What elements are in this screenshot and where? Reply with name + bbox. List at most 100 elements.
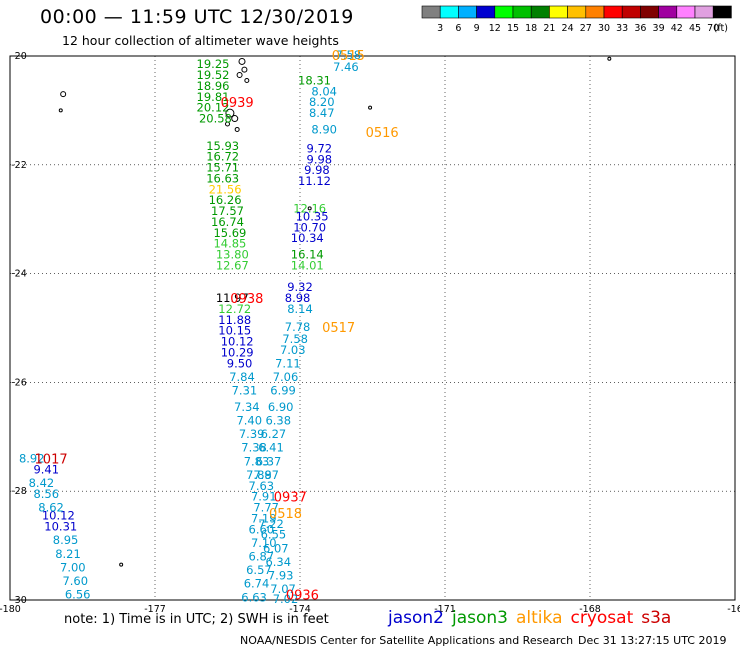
- pass-time-label: 0936: [286, 589, 319, 604]
- wave-height-label: 8.92: [19, 452, 45, 466]
- wave-height-label: 16.72: [206, 150, 239, 164]
- wave-height-label: 8.04: [311, 84, 337, 98]
- wave-height-label: 9.32: [287, 280, 313, 294]
- mission-legend-cryosat: cryosat: [570, 608, 634, 628]
- island-outline: [241, 66, 248, 73]
- colorbar-tick-label: 6: [455, 23, 461, 34]
- wave-height-label: 12.72: [218, 302, 251, 316]
- colorbar-swatch: [676, 5, 696, 19]
- wave-height-label: 7.46: [333, 60, 359, 74]
- footnote: note: 1) Time is in UTC; 2) SWH is in fe…: [64, 612, 329, 627]
- wave-height-label: 6.38: [265, 413, 291, 427]
- island-outline: [231, 115, 239, 123]
- colorbar-swatch: [421, 5, 441, 19]
- wave-height-label: 18.31: [298, 73, 331, 87]
- wave-height-label: 10.12: [42, 509, 75, 523]
- wave-height-label: 7.83: [244, 454, 270, 468]
- wave-height-label: 6.90: [268, 400, 294, 414]
- wave-height-label: 7.89: [246, 468, 272, 482]
- wave-height-label: 11.12: [298, 174, 331, 188]
- wave-height-label: 7.07: [270, 582, 296, 596]
- wave-height-label: 11.97: [216, 291, 249, 305]
- wave-height-label: 6.60: [249, 522, 275, 536]
- wave-height-label: 9.41: [33, 462, 59, 476]
- colorbar-tick-label: 24: [562, 23, 574, 34]
- wave-height-label: 12.16: [293, 201, 326, 215]
- wave-height-label: 10.70: [293, 220, 326, 234]
- island-outline: [244, 77, 250, 83]
- wave-height-label: 7.58: [336, 48, 362, 62]
- wave-height-label: 8.98: [285, 291, 311, 305]
- wave-height-label: 6.27: [261, 427, 287, 441]
- wave-height-label: 8.56: [33, 487, 59, 501]
- pass-time-label: 0939: [221, 96, 254, 111]
- wave-height-label: 10.12: [221, 335, 254, 349]
- island-outline: [58, 108, 63, 113]
- map-frame: -180 -177 -174 -171 -168 -16 -20 -22 -24 -26 -28 -3…: [0, 51, 740, 615]
- wave-height-label: 7.10: [251, 536, 277, 550]
- wave-height-label: 19.25: [197, 57, 230, 71]
- longitude-tick-label: -180: [0, 604, 21, 615]
- island-outline: [607, 56, 612, 61]
- wave-height-label: 7.19: [251, 511, 277, 525]
- map-title: 00:00 — 11:59 UTC 12/30/2019: [40, 6, 354, 28]
- wave-height-label: 7.40: [236, 413, 262, 427]
- pass-time-label: 0515: [332, 49, 365, 64]
- wave-height-label: 7.06: [273, 370, 299, 384]
- wave-height-label: 7.60: [62, 574, 88, 588]
- colorbar-tick-label: 9: [474, 23, 480, 34]
- wave-height-label: 8.42: [29, 476, 55, 490]
- wave-height-label: 6.55: [261, 528, 287, 542]
- colorbar-tick-label: 33: [616, 23, 628, 34]
- longitude-tick-label: -174: [289, 604, 311, 615]
- island-outline: [307, 206, 312, 211]
- colorbar-swatch: [476, 5, 496, 19]
- wave-height-label: 8.90: [311, 122, 337, 136]
- plot-border: [9, 55, 736, 601]
- longitude-tick-label: -16: [727, 604, 740, 615]
- colorbar-swatch: [530, 5, 550, 19]
- wave-height-label: 7.31: [232, 384, 258, 398]
- colorbar-unit: (ft): [714, 23, 728, 34]
- wave-height-label: 7.38: [241, 441, 267, 455]
- wave-height-label: 15.69: [213, 226, 246, 240]
- colorbar-swatch: [585, 5, 605, 19]
- longitude-tick-label: -171: [434, 604, 456, 615]
- colorbar-tick-label: 42: [671, 23, 683, 34]
- colorbar-tick-label: 21: [543, 23, 555, 34]
- wave-height-label: 16.14: [291, 248, 324, 262]
- colorbar-swatch: [512, 5, 532, 19]
- wave-height-label: 6.99: [270, 384, 296, 398]
- wave-height-label: 7.58: [282, 332, 308, 346]
- wave-height-label: 20.58: [199, 112, 232, 126]
- wave-height-label: 9.50: [227, 356, 253, 370]
- wave-height-label: 12.67: [216, 258, 249, 272]
- wave-height-label: 7.91: [251, 490, 277, 504]
- colorbar-tick-label: 36: [634, 23, 646, 34]
- wave-height-label: 16.74: [211, 215, 244, 229]
- pass-time-label: 1017: [35, 453, 68, 468]
- latitude-tick-label: -22: [11, 160, 27, 171]
- wave-height-label: 10.34: [291, 231, 324, 245]
- colorbar-swatch: [549, 5, 568, 19]
- latitude-tick-label: -28: [11, 486, 27, 497]
- mission-legend-altika: altika: [516, 608, 563, 628]
- wave-height-label: 7.11: [275, 356, 301, 370]
- wave-height-label: 18.96: [197, 79, 230, 93]
- wave-height-label: 14.85: [213, 237, 246, 251]
- wave-height-label: 16.63: [206, 171, 239, 185]
- pass-time-label: 0938: [230, 292, 263, 307]
- wave-height-label: 14.01: [291, 258, 324, 272]
- colorbar-swatch: [621, 5, 641, 19]
- map-subtitle: 12 hour collection of altimeter wave hei…: [62, 33, 339, 48]
- longitude-tick-label: -168: [579, 604, 601, 615]
- mission-legend-jason3: jason3: [452, 608, 508, 628]
- island-outline: [368, 105, 373, 110]
- colorbar-tick-label: 3: [437, 23, 443, 34]
- island-outline: [119, 562, 124, 567]
- colorbar-swatch: [567, 5, 587, 19]
- wave-height-label: 7.63: [249, 479, 275, 493]
- island-outline: [225, 108, 235, 118]
